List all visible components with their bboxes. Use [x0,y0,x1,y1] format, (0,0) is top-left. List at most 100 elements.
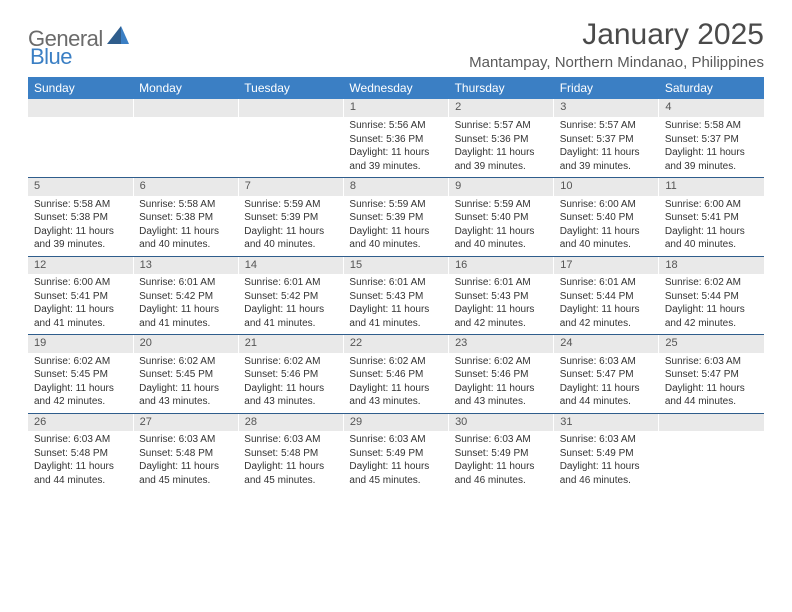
day-number-cell: 14 [238,256,343,274]
sunrise-line: Sunrise: 6:00 AM [34,276,127,290]
day-number-cell: 15 [343,256,448,274]
day-number-cell: 4 [659,99,764,117]
day-detail-cell: Sunrise: 6:03 AMSunset: 5:49 PMDaylight:… [343,431,448,491]
day-number-cell: 17 [554,256,659,274]
day-detail-cell: Sunrise: 5:58 AMSunset: 5:37 PMDaylight:… [659,117,764,178]
day-number-cell: 28 [238,413,343,431]
sunset-line: Sunset: 5:38 PM [34,211,127,225]
daylight-line: Daylight: 11 hours and 43 minutes. [139,382,232,409]
sunrise-line: Sunrise: 6:03 AM [560,433,653,447]
sunrise-line: Sunrise: 6:02 AM [455,355,548,369]
daylight-line: Daylight: 11 hours and 40 minutes. [139,225,232,252]
daylight-line: Daylight: 11 hours and 39 minutes. [34,225,127,252]
header: General January 2025 Mantampay, Northern… [28,18,764,71]
day-detail-cell: Sunrise: 6:02 AMSunset: 5:44 PMDaylight:… [659,274,764,335]
daylight-line: Daylight: 11 hours and 39 minutes. [560,146,653,173]
sunset-line: Sunset: 5:40 PM [455,211,548,225]
daylight-line: Daylight: 11 hours and 39 minutes. [455,146,548,173]
logo-text-blue: Blue [30,44,72,69]
daylight-line: Daylight: 11 hours and 39 minutes. [349,146,442,173]
sunset-line: Sunset: 5:42 PM [139,290,232,304]
sunrise-line: Sunrise: 6:03 AM [560,355,653,369]
sunset-line: Sunset: 5:48 PM [244,447,337,461]
sunrise-line: Sunrise: 5:56 AM [349,119,442,133]
sunset-line: Sunset: 5:39 PM [349,211,442,225]
day-detail-cell: Sunrise: 5:57 AMSunset: 5:37 PMDaylight:… [554,117,659,178]
sunrise-line: Sunrise: 6:01 AM [455,276,548,290]
day-number-cell: 1 [343,99,448,117]
day-detail-cell [28,117,133,178]
day-number-cell: 18 [659,256,764,274]
day-number-cell: 22 [343,335,448,353]
sunset-line: Sunset: 5:39 PM [244,211,337,225]
daylight-line: Daylight: 11 hours and 41 minutes. [34,303,127,330]
day-detail-row: Sunrise: 6:03 AM Sunset: 5:48 PM Daylight:… [28,431,764,491]
sunset-line: Sunset: 5:41 PM [665,211,758,225]
sunset-line: Sunset: 5:37 PM [665,133,758,147]
daylight-line: Daylight: 11 hours and 45 minutes. [349,460,442,487]
weekday-header: Monday [133,77,238,99]
day-detail-cell: Sunrise: 6:01 AMSunset: 5:43 PMDaylight:… [343,274,448,335]
sunset-line: Sunset: 5:43 PM [455,290,548,304]
daylight-line: Daylight: 11 hours and 41 minutes. [139,303,232,330]
calendar-table: Sunday Monday Tuesday Wednesday Thursday… [28,77,764,491]
day-detail-cell: Sunrise: 6:02 AMSunset: 5:46 PMDaylight:… [238,353,343,414]
day-detail-cell: Sunrise: 6:02 AMSunset: 5:45 PMDaylight:… [133,353,238,414]
sunrise-line: Sunrise: 6:02 AM [244,355,337,369]
day-number-cell: 9 [449,178,554,196]
day-detail-cell: Sunrise: 5:58 AMSunset: 5:38 PMDaylight:… [133,196,238,257]
day-number-cell: 2 [449,99,554,117]
day-detail-row: Sunrise: 5:56 AMSunset: 5:36 PMDaylight:… [28,117,764,178]
daylight-line: Daylight: 11 hours and 42 minutes. [34,382,127,409]
sunrise-line: Sunrise: 6:02 AM [665,276,758,290]
day-number-cell [133,99,238,117]
daylight-line: Daylight: 11 hours and 44 minutes. [560,382,653,409]
sunrise-line: Sunrise: 6:02 AM [349,355,442,369]
day-number-cell: 21 [238,335,343,353]
day-detail-cell: Sunrise: 6:03 AMSunset: 5:48 PMDaylight:… [238,431,343,491]
day-number-row: 19202122232425 [28,335,764,353]
day-detail-cell: Sunrise: 6:01 AMSunset: 5:44 PMDaylight:… [554,274,659,335]
daylight-line: Daylight: 11 hours and 40 minutes. [665,225,758,252]
weekday-header-row: Sunday Monday Tuesday Wednesday Thursday… [28,77,764,99]
sunset-line: Sunset: 5:46 PM [244,368,337,382]
location-subtitle: Mantampay, Northern Mindanao, Philippine… [469,54,764,71]
sunrise-line: Sunrise: 6:02 AM [34,355,127,369]
sunset-line: Sunset: 5:45 PM [34,368,127,382]
day-number-cell: 30 [449,413,554,431]
day-detail-cell: Sunrise: 6:02 AMSunset: 5:46 PMDaylight:… [449,353,554,414]
daylight-line: Daylight: 11 hours and 42 minutes. [560,303,653,330]
day-detail-cell: Sunrise: 5:58 AMSunset: 5:38 PMDaylight:… [28,196,133,257]
day-detail-cell: Sunrise: 5:56 AMSunset: 5:36 PMDaylight:… [343,117,448,178]
sunrise-line: Sunrise: 6:03 AM [349,433,442,447]
day-number-cell: 16 [449,256,554,274]
day-detail-cell: Sunrise: 6:02 AMSunset: 5:46 PMDaylight:… [343,353,448,414]
sunset-line: Sunset: 5:49 PM [560,447,653,461]
day-detail-cell: Sunrise: 6:01 AMSunset: 5:42 PMDaylight:… [133,274,238,335]
weekday-header: Wednesday [343,77,448,99]
day-number-row: 12131415161718 [28,256,764,274]
day-number-cell: 20 [133,335,238,353]
day-number-cell: 23 [449,335,554,353]
day-number-cell: 7 [238,178,343,196]
sunset-line: Sunset: 5:36 PM [455,133,548,147]
day-number-cell: 31 [554,413,659,431]
day-detail-cell: Sunrise: 6:03 AMSunset: 5:48 PMDaylight:… [28,431,133,491]
sunset-line: Sunset: 5:45 PM [139,368,232,382]
sunset-line: Sunset: 5:38 PM [139,211,232,225]
day-detail-cell: Sunrise: 5:59 AMSunset: 5:39 PMDaylight:… [238,196,343,257]
logo-triangle-icon [107,26,129,49]
sunset-line: Sunset: 5:43 PM [349,290,442,304]
sunrise-line: Sunrise: 6:01 AM [244,276,337,290]
daylight-line: Daylight: 11 hours and 42 minutes. [455,303,548,330]
sunrise-line: Sunrise: 6:00 AM [665,198,758,212]
day-detail-cell: Sunrise: 5:59 AMSunset: 5:39 PMDaylight:… [343,196,448,257]
day-number-cell [238,99,343,117]
day-detail-cell: Sunrise: 6:03 AMSunset: 5:49 PMDaylight:… [554,431,659,491]
daylight-line: Daylight: 11 hours and 43 minutes. [349,382,442,409]
sunrise-line: Sunrise: 6:03 AM [139,433,232,447]
day-number-cell [28,99,133,117]
sunset-line: Sunset: 5:36 PM [349,133,442,147]
day-detail-cell: Sunrise: 5:57 AMSunset: 5:36 PMDaylight:… [449,117,554,178]
day-number-cell: 8 [343,178,448,196]
